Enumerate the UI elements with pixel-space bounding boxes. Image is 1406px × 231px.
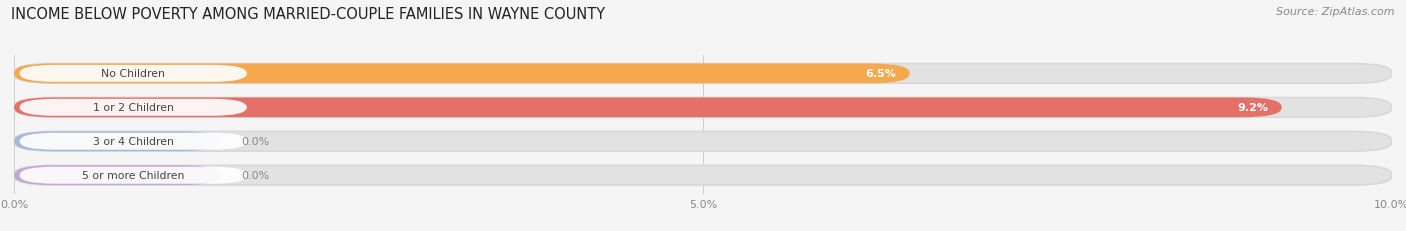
Text: INCOME BELOW POVERTY AMONG MARRIED-COUPLE FAMILIES IN WAYNE COUNTY: INCOME BELOW POVERTY AMONG MARRIED-COUPL… xyxy=(11,7,606,22)
FancyBboxPatch shape xyxy=(14,98,1392,118)
FancyBboxPatch shape xyxy=(20,133,247,150)
FancyBboxPatch shape xyxy=(20,66,247,82)
FancyBboxPatch shape xyxy=(20,99,247,116)
Text: 6.5%: 6.5% xyxy=(865,69,896,79)
FancyBboxPatch shape xyxy=(14,132,1392,152)
Text: 3 or 4 Children: 3 or 4 Children xyxy=(93,137,174,147)
FancyBboxPatch shape xyxy=(14,166,1392,185)
Text: 9.2%: 9.2% xyxy=(1237,103,1268,113)
FancyBboxPatch shape xyxy=(14,64,1392,84)
Text: 1 or 2 Children: 1 or 2 Children xyxy=(93,103,174,113)
FancyBboxPatch shape xyxy=(14,98,1282,118)
Text: 0.0%: 0.0% xyxy=(242,170,270,180)
Text: 5 or more Children: 5 or more Children xyxy=(82,170,184,180)
FancyBboxPatch shape xyxy=(14,64,910,84)
Text: No Children: No Children xyxy=(101,69,165,79)
Text: Source: ZipAtlas.com: Source: ZipAtlas.com xyxy=(1277,7,1395,17)
FancyBboxPatch shape xyxy=(14,132,221,152)
FancyBboxPatch shape xyxy=(14,166,221,185)
Text: 0.0%: 0.0% xyxy=(242,137,270,147)
FancyBboxPatch shape xyxy=(20,167,247,184)
